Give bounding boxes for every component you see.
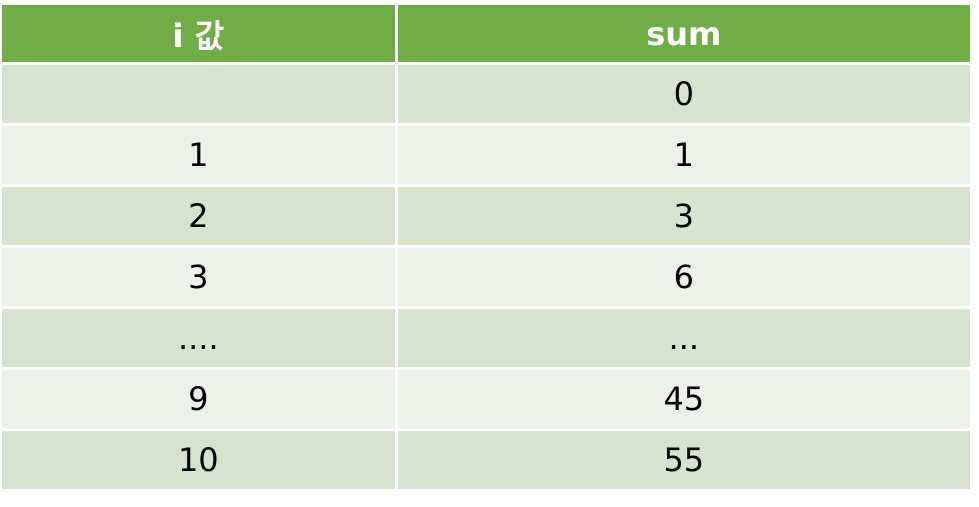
cell-i: .... <box>2 309 395 367</box>
cell-sum: ... <box>397 309 970 367</box>
header-row: i 값 sum <box>2 5 970 62</box>
table-row: 1 1 <box>2 126 970 184</box>
cell-i <box>2 65 395 123</box>
cell-sum: 3 <box>397 187 970 245</box>
table-row: 0 <box>2 65 970 123</box>
table-row: 9 45 <box>2 370 970 428</box>
cell-sum: 55 <box>397 431 970 489</box>
cell-i: 1 <box>2 126 395 184</box>
sum-table: i 값 sum 0 1 1 2 3 3 6 .... ... 9 45 10 <box>0 2 973 492</box>
table-row: 10 55 <box>2 431 970 489</box>
cell-i: 10 <box>2 431 395 489</box>
cell-sum: 0 <box>397 65 970 123</box>
cell-i: 9 <box>2 370 395 428</box>
table-row: .... ... <box>2 309 970 367</box>
table-row: 2 3 <box>2 187 970 245</box>
cell-i: 2 <box>2 187 395 245</box>
table-row: 3 6 <box>2 248 970 306</box>
cell-sum: 45 <box>397 370 970 428</box>
cell-sum: 1 <box>397 126 970 184</box>
cell-i: 3 <box>2 248 395 306</box>
header-sum: sum <box>397 5 970 62</box>
cell-sum: 6 <box>397 248 970 306</box>
header-i: i 값 <box>2 5 395 62</box>
